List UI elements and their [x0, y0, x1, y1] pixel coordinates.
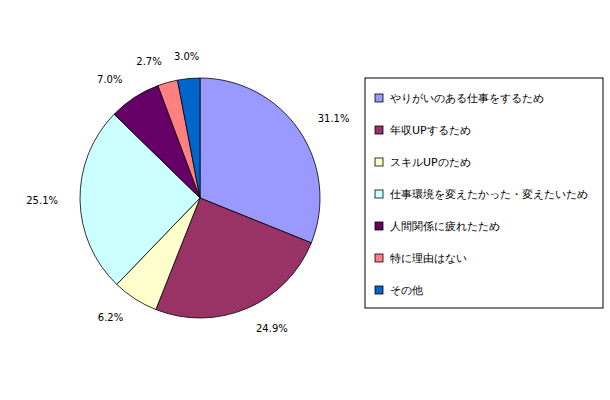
legend-item: 仕事環境を変えたかった・変えたいため	[375, 188, 588, 201]
legend-swatch	[375, 94, 383, 102]
legend-item: 年収UPするため	[375, 124, 471, 137]
legend-label: 人間関係に疲れたため	[390, 220, 500, 233]
pie	[80, 78, 320, 318]
data-label: 31.1%	[318, 113, 350, 124]
legend-item: やりがいのある仕事をするため	[375, 92, 544, 105]
legend-frame	[365, 78, 603, 308]
data-label: 3.0%	[174, 51, 199, 62]
legend-label: やりがいのある仕事をするため	[390, 92, 544, 105]
legend-label: 仕事環境を変えたかった・変えたいため	[390, 188, 588, 201]
data-label: 2.7%	[136, 56, 161, 67]
data-label: 6.2%	[98, 312, 123, 323]
pie-slice	[178, 78, 200, 198]
data-label: 7.0%	[97, 74, 122, 85]
legend-item: スキルUPのため	[375, 156, 471, 169]
legend-label: その他	[390, 284, 423, 297]
legend-item: 特に理由はない	[375, 252, 467, 265]
legend-swatch	[375, 126, 383, 134]
legend-label: 年収UPするため	[390, 124, 471, 137]
legend-label: 特に理由はない	[390, 252, 467, 265]
legend-label: スキルUPのため	[390, 156, 471, 169]
legend-swatch	[375, 158, 383, 166]
legend: やりがいのある仕事をするため年収UPするためスキルUPのため仕事環境を変えたかっ…	[365, 78, 603, 308]
data-labels: 31.1% 24.9% 6.2% 25.1% 7.0% 2.7% 3.0%	[26, 51, 349, 334]
chart: 31.1% 24.9% 6.2% 25.1% 7.0% 2.7% 3.0% やりがいのある仕事…	[0, 0, 610, 400]
legend-swatch	[375, 222, 383, 230]
legend-swatch	[375, 254, 383, 262]
data-label: 24.9%	[256, 323, 288, 334]
legend-item: 人間関係に疲れたため	[375, 220, 500, 233]
legend-swatch	[375, 286, 383, 294]
data-label: 25.1%	[26, 195, 58, 206]
legend-swatch	[375, 190, 383, 198]
legend-item: その他	[375, 284, 423, 297]
